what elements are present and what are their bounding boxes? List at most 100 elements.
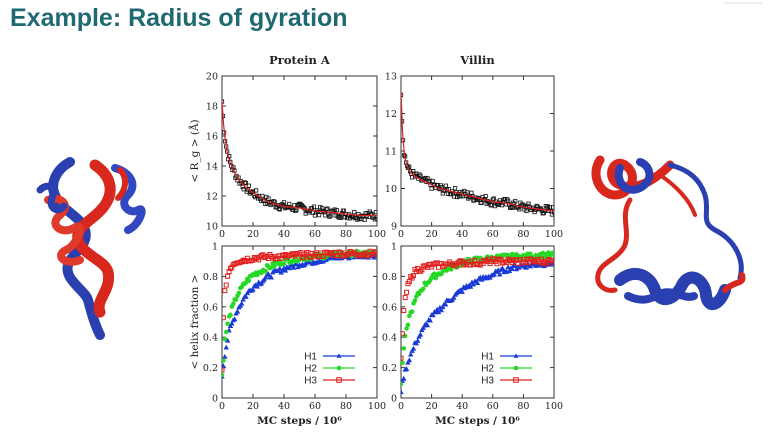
rg-data-point xyxy=(253,188,259,193)
x-tick-label: 60 xyxy=(487,401,499,412)
series-point xyxy=(298,250,304,256)
rg-data-point xyxy=(362,217,367,223)
x-tick-label: 40 xyxy=(278,401,290,412)
series-point xyxy=(281,261,287,267)
y-tick-label: 9 xyxy=(391,222,397,233)
rg-data-point xyxy=(524,208,529,214)
y-tick-label: 20 xyxy=(206,72,218,83)
x-tick-label: 100 xyxy=(545,401,563,412)
plot-frame xyxy=(221,75,378,227)
series-point xyxy=(265,271,272,277)
series-point xyxy=(225,321,230,326)
series-point xyxy=(424,322,431,328)
x-tick-label: 80 xyxy=(340,401,352,412)
legend-marker xyxy=(513,377,519,383)
y-tick-label: 10 xyxy=(206,222,218,233)
rg-data-point xyxy=(246,183,251,188)
series-point xyxy=(262,274,269,280)
legend-label: H1 xyxy=(304,352,317,363)
series-point xyxy=(278,255,284,261)
series-point xyxy=(440,304,446,310)
x-tick-label: 20 xyxy=(247,401,259,412)
series-point xyxy=(222,315,226,321)
rg-data-point xyxy=(550,205,554,210)
series-point xyxy=(233,297,239,302)
series-point xyxy=(409,309,415,314)
x-tick-label: 100 xyxy=(368,229,386,240)
series-point xyxy=(451,294,457,300)
series-point xyxy=(275,268,282,274)
series-point xyxy=(236,290,242,296)
x-tick-label: 100 xyxy=(545,229,563,240)
series-point xyxy=(417,331,424,337)
legend-label: H2 xyxy=(481,364,494,375)
series-point xyxy=(225,273,231,279)
series-point xyxy=(230,301,236,307)
series-point xyxy=(373,249,377,255)
y-axis-label: < R_g > (Å) xyxy=(187,119,201,182)
series-point xyxy=(491,271,497,277)
chart-villin-rg: 0 20 40 60 80 100 9 10 11 12 13 Villin xyxy=(385,53,563,240)
x-tick-label: 0 xyxy=(219,401,225,412)
legend-label: H3 xyxy=(481,376,494,387)
series-point xyxy=(528,251,533,257)
x-tick-label: 0 xyxy=(219,229,225,240)
y-tick-label: 18 xyxy=(206,102,218,113)
y-tick-label: 12 xyxy=(385,109,397,120)
series-point xyxy=(438,307,445,313)
series-point xyxy=(277,265,283,271)
y-tick-label: 0.8 xyxy=(203,272,218,283)
series-point xyxy=(401,375,407,381)
rg-data-point xyxy=(271,199,276,204)
series-point xyxy=(239,300,245,306)
x-tick-label: 100 xyxy=(368,401,386,412)
series-point xyxy=(234,308,241,314)
series-point xyxy=(442,301,449,307)
y-tick-label: 0.8 xyxy=(382,272,397,283)
y-tick-label: 0 xyxy=(391,394,397,405)
series-point xyxy=(291,264,297,270)
rg-fit-line xyxy=(222,101,377,217)
x-tick-label: 80 xyxy=(517,401,529,412)
series-point xyxy=(222,367,225,373)
x-tick-label: 80 xyxy=(517,229,529,240)
series-point xyxy=(523,264,529,270)
x-tick-label: 60 xyxy=(309,401,321,412)
series-point xyxy=(483,257,489,263)
series-point xyxy=(548,257,554,263)
series-point xyxy=(459,289,465,294)
rg-data-point xyxy=(483,194,488,199)
series-point xyxy=(412,298,418,303)
rg-data-point xyxy=(311,204,317,209)
x-tick-label: 20 xyxy=(426,229,438,240)
rg-data-point xyxy=(338,215,343,220)
series-point xyxy=(523,259,529,265)
plot-area xyxy=(222,99,377,223)
y-tick-label: 0.6 xyxy=(203,302,218,313)
series-point xyxy=(231,316,238,322)
series-point xyxy=(456,258,462,264)
series-point xyxy=(505,256,511,262)
series-point xyxy=(243,293,249,299)
series-point xyxy=(222,358,226,363)
series-point xyxy=(509,266,515,271)
rg-data-point xyxy=(240,184,245,190)
rg-data-point xyxy=(452,186,458,191)
series-point xyxy=(427,317,433,323)
series-point xyxy=(401,381,404,387)
y-tick-label: 0.6 xyxy=(382,302,397,313)
series-point xyxy=(411,273,417,279)
series-point xyxy=(222,336,228,342)
slide-title: Example: Radius of gyration xyxy=(10,4,348,32)
y-tick-label: 0.4 xyxy=(382,333,397,344)
series-point xyxy=(256,257,262,263)
rg-data-point xyxy=(242,180,247,185)
series-point xyxy=(222,288,228,294)
x-axis-label: MC steps / 10⁶ xyxy=(257,415,342,427)
x-tick-label: 20 xyxy=(247,229,259,240)
rg-data-point xyxy=(430,178,435,184)
chart-protein-a-helix: 0 20 40 60 80 100 0 0.2 0.4 0.6 0.8 1 MC steps / 10⁶… xyxy=(189,242,386,428)
plot-frame xyxy=(221,245,378,399)
series-point xyxy=(470,281,477,287)
y-tick-label: 10 xyxy=(385,184,397,195)
